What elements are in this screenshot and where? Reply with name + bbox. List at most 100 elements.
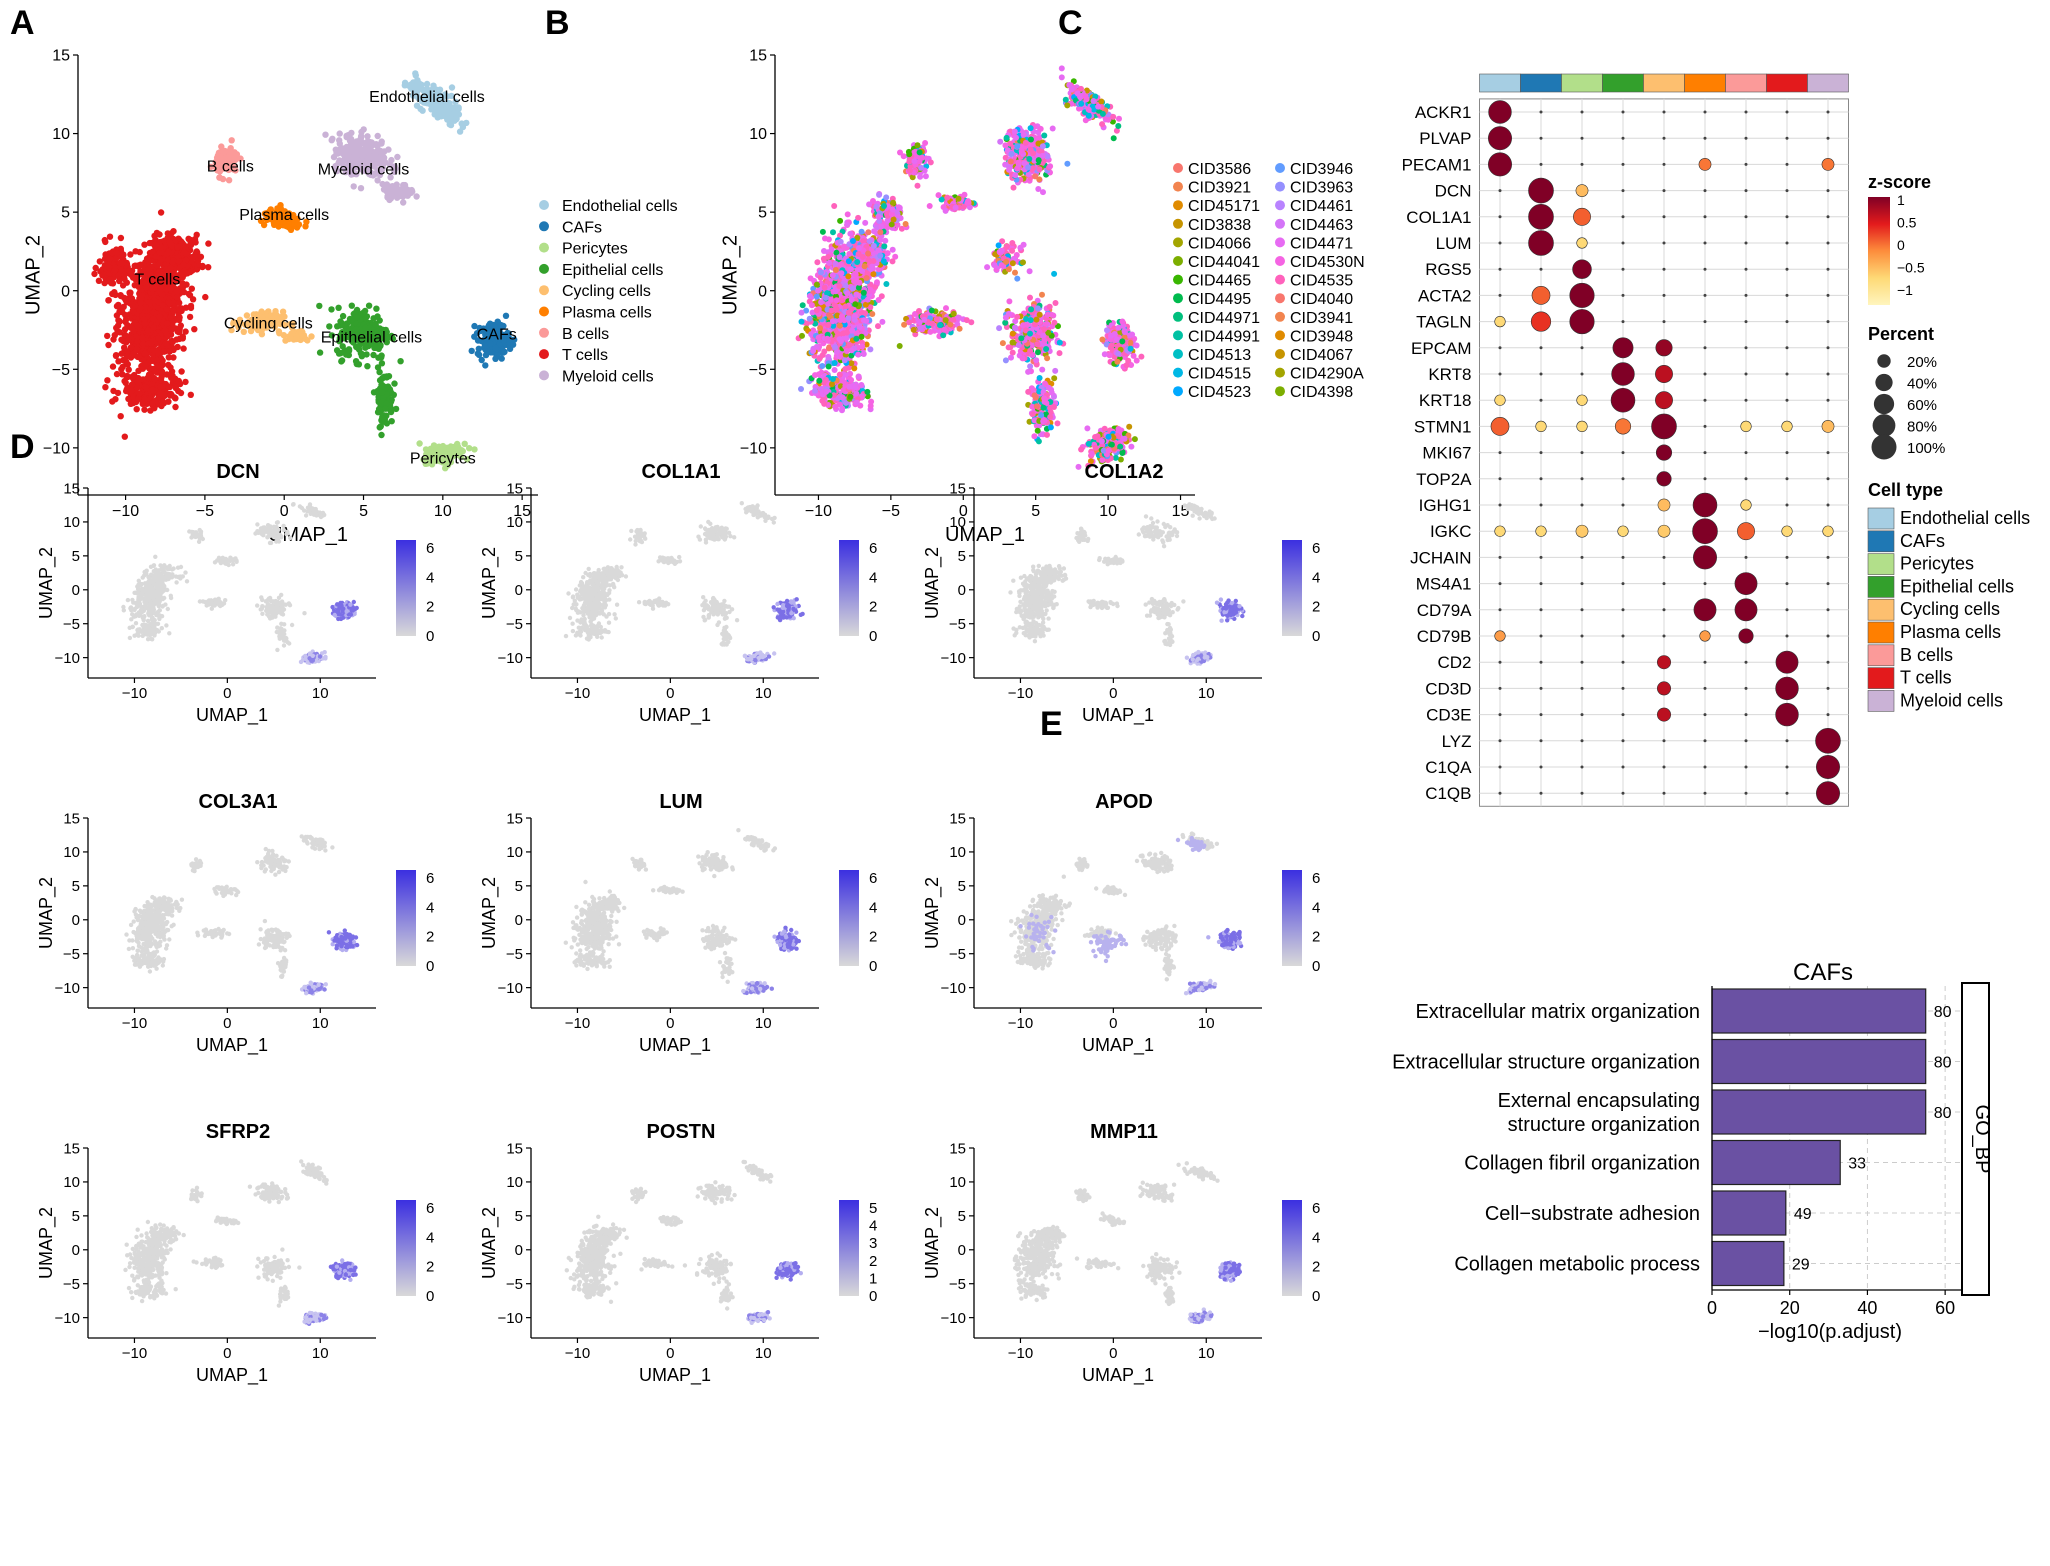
y-tick-label: −5 [52, 362, 70, 379]
point [956, 325, 963, 332]
point [109, 363, 117, 370]
point [197, 253, 205, 260]
point [1026, 268, 1033, 275]
point [880, 258, 887, 265]
point [118, 366, 125, 373]
point [822, 376, 829, 383]
point [188, 285, 195, 292]
legend-swatch [539, 370, 549, 381]
legend-swatch [539, 221, 549, 232]
point [113, 324, 120, 332]
point [884, 250, 891, 257]
point [119, 371, 126, 378]
legend-swatch [539, 327, 549, 338]
y-axis-label: UMAP_2 [720, 235, 742, 315]
point [117, 292, 124, 299]
point [867, 346, 874, 353]
point [334, 323, 341, 330]
point [837, 238, 844, 245]
point [102, 384, 109, 391]
y-tick-label: −10 [43, 440, 70, 457]
point [860, 317, 867, 324]
cluster-label: Plasma cells [239, 207, 329, 224]
point [117, 234, 125, 242]
point [921, 316, 928, 323]
point [178, 368, 185, 375]
point [846, 250, 853, 257]
y-tick-label: 0 [758, 283, 767, 300]
point [115, 301, 122, 309]
legend-label: Plasma cells [562, 305, 652, 322]
point [814, 259, 821, 266]
point [853, 390, 860, 397]
point [819, 363, 826, 369]
point [453, 110, 460, 117]
point [836, 283, 843, 289]
point [166, 238, 174, 246]
point [845, 309, 852, 316]
point [859, 343, 866, 350]
point [149, 386, 156, 394]
point [156, 389, 164, 397]
point [186, 313, 194, 321]
point [889, 258, 896, 265]
point [92, 264, 99, 272]
point [461, 440, 468, 447]
point [141, 406, 148, 413]
point [1020, 259, 1026, 266]
point [823, 388, 830, 395]
point [799, 302, 806, 309]
point [832, 267, 839, 273]
point [412, 72, 419, 79]
point [860, 351, 867, 357]
point [282, 337, 289, 344]
point [176, 316, 183, 324]
point [874, 279, 880, 286]
legend-swatch [539, 200, 549, 210]
point [858, 228, 865, 235]
point [125, 337, 132, 344]
point [799, 332, 805, 339]
point [114, 389, 122, 397]
point [119, 251, 127, 258]
point [843, 348, 850, 354]
point [95, 277, 103, 284]
legend-label: T cells [562, 347, 608, 364]
point [157, 244, 165, 251]
legend-label: Myeloid cells [562, 368, 654, 385]
point [829, 381, 835, 388]
point [401, 82, 408, 89]
point [879, 318, 886, 325]
legend-swatch [539, 242, 549, 253]
y-tick-label: 5 [61, 205, 70, 222]
point [813, 307, 820, 314]
cluster-label: Myeloid cells [318, 161, 410, 178]
point [819, 228, 826, 235]
point [172, 403, 179, 411]
point [174, 244, 181, 251]
point [875, 297, 882, 303]
panel-letter-a: A [10, 4, 35, 42]
point [798, 386, 804, 392]
point [343, 132, 350, 140]
legend-label: Epithelial cells [562, 262, 663, 279]
point [157, 375, 165, 382]
point [845, 314, 852, 321]
point [836, 336, 843, 343]
point [864, 388, 871, 395]
x-axis-label: UMAP_1 [268, 524, 348, 546]
point [928, 307, 935, 314]
point [308, 333, 315, 340]
point [364, 133, 371, 140]
point [104, 332, 111, 340]
panel-a: −10 −5 0 5 10 15−10−5051015UMAP_1UMAP_2Endoth… [23, 48, 678, 546]
point [963, 317, 970, 324]
point [228, 137, 235, 144]
point [881, 243, 888, 250]
point [878, 223, 885, 230]
point [151, 376, 158, 383]
point [859, 254, 866, 260]
point [1017, 244, 1024, 251]
point [104, 377, 111, 384]
point [382, 405, 389, 412]
